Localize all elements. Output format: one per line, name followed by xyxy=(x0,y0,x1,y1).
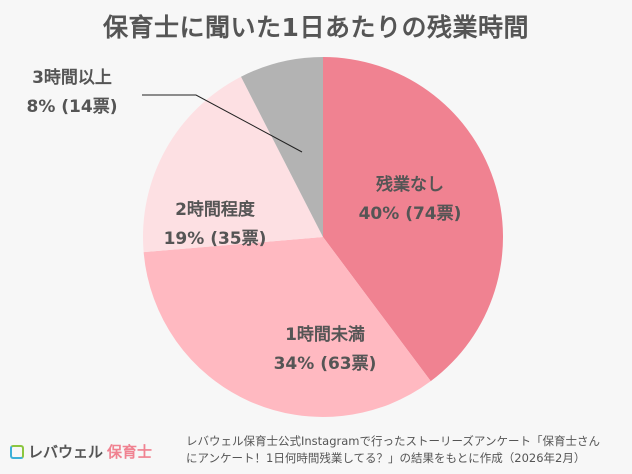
logo-text-1: レバウェル xyxy=(28,443,104,461)
slice-label: 2時間程度 xyxy=(175,199,256,220)
slice-label: 残業なし xyxy=(376,174,444,195)
brand-logo: レバウェル 保育士 xyxy=(10,441,152,462)
source-note: レバウェル保育士公式Instagramで行ったストーリーズアンケート「保育士さん… xyxy=(186,433,626,467)
leader-line xyxy=(142,94,303,153)
slice-value-label: 34% (63票) xyxy=(274,354,377,374)
slice-label: 3時間以上 xyxy=(32,67,112,88)
pie-slice-4 xyxy=(241,57,323,237)
logo-text-2: 保育士 xyxy=(107,443,153,461)
slice-value-label: 19% (35票) xyxy=(164,229,267,249)
source-line-1: レバウェル保育士公式Instagramで行ったストーリーズアンケート「保育士さん xyxy=(186,434,600,448)
slice-value-label: 8% (14票) xyxy=(27,97,118,117)
chart-title: 保育士に聞いた1日あたりの残業時間 xyxy=(103,13,529,42)
slice-value-label: 40% (74票) xyxy=(359,204,462,224)
pie-slice-3 xyxy=(143,76,323,253)
pie-slice-1 xyxy=(323,57,504,382)
logo-icon xyxy=(10,444,24,459)
pie-slice-2 xyxy=(143,237,431,418)
slice-label: 1時間未満 xyxy=(285,324,365,345)
source-line-2: にアンケート！1日何時間残業してる？」の結果をもとに作成（2026年2月） xyxy=(186,451,586,465)
